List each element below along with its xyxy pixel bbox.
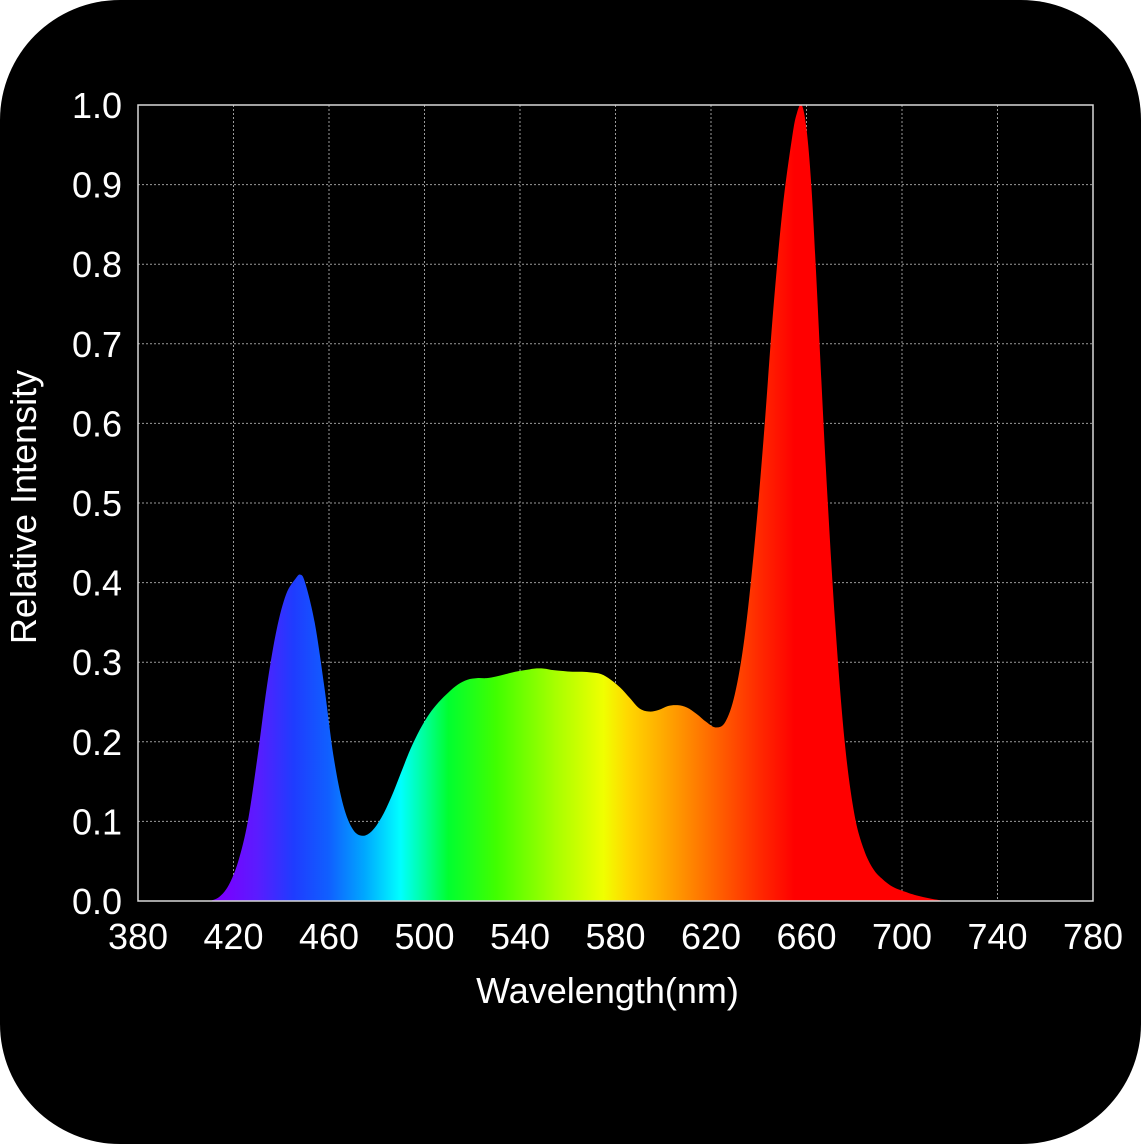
y-tick-label: 0.2 <box>72 722 122 763</box>
x-tick-label: 660 <box>776 916 836 957</box>
x-tick-label: 500 <box>394 916 454 957</box>
y-tick-label: 0.0 <box>72 881 122 922</box>
x-tick-label: 420 <box>203 916 263 957</box>
y-axis-title: Relative Intensity <box>3 370 44 644</box>
x-tick-label: 380 <box>108 916 168 957</box>
y-tick-label: 0.1 <box>72 801 122 842</box>
y-tick-label: 0.8 <box>72 244 122 285</box>
y-tick-label: 0.9 <box>72 165 122 206</box>
x-axis-ticks: 380 420 460 500 540 580 620 660 700 740 780 <box>108 916 1123 957</box>
plot-border <box>137 104 1094 902</box>
y-tick-label: 0.4 <box>72 563 122 604</box>
y-tick-label: 0.5 <box>72 483 122 524</box>
x-tick-label: 780 <box>1063 916 1123 957</box>
x-tick-label: 580 <box>585 916 645 957</box>
x-tick-label: 740 <box>967 916 1027 957</box>
spectrum-area <box>209 105 945 901</box>
y-tick-label: 0.3 <box>72 642 122 683</box>
x-tick-label: 540 <box>490 916 550 957</box>
x-tick-label: 460 <box>299 916 359 957</box>
y-tick-label: 1.0 <box>72 85 122 126</box>
y-tick-label: 0.6 <box>72 403 122 444</box>
y-tick-label: 0.7 <box>72 324 122 365</box>
x-tick-label: 700 <box>872 916 932 957</box>
x-tick-label: 620 <box>681 916 741 957</box>
y-axis-ticks: 0.0 0.1 0.2 0.3 0.4 0.5 0.6 0.7 0.8 0.9 1.0 <box>72 85 122 922</box>
x-axis-title: Wavelength(nm) <box>476 970 739 1011</box>
